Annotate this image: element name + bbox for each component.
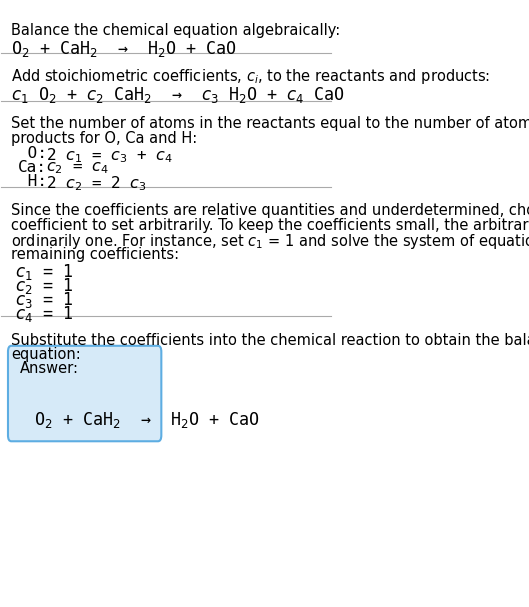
Text: $c_4$ = 1: $c_4$ = 1	[15, 304, 72, 324]
Text: Substitute the coefficients into the chemical reaction to obtain the balanced: Substitute the coefficients into the che…	[11, 333, 529, 347]
Text: coefficient to set arbitrarily. To keep the coefficients small, the arbitrary va: coefficient to set arbitrarily. To keep …	[11, 218, 529, 232]
Text: 2 $c_2$ = 2 $c_3$: 2 $c_2$ = 2 $c_3$	[46, 174, 147, 193]
Text: 2 $c_1$ = $c_3$ + $c_4$: 2 $c_1$ = $c_3$ + $c_4$	[46, 146, 173, 165]
Text: products for O, Ca and H:: products for O, Ca and H:	[11, 131, 197, 146]
Text: $c_3$ = 1: $c_3$ = 1	[15, 290, 72, 310]
Text: O$_2$ + CaH$_2$  →  H$_2$O + CaO: O$_2$ + CaH$_2$ → H$_2$O + CaO	[11, 39, 237, 59]
Text: Since the coefficients are relative quantities and underdetermined, choose a: Since the coefficients are relative quan…	[11, 203, 529, 218]
Text: $c_1$ O$_2$ + $c_2$ CaH$_2$  →  $c_3$ H$_2$O + $c_4$ CaO: $c_1$ O$_2$ + $c_2$ CaH$_2$ → $c_3$ H$_2…	[11, 85, 345, 105]
Text: $c_2$ = 1: $c_2$ = 1	[15, 276, 72, 296]
Text: O:: O:	[18, 146, 47, 161]
Text: Add stoichiometric coefficients, $c_i$, to the reactants and products:: Add stoichiometric coefficients, $c_i$, …	[11, 67, 490, 86]
Text: Answer:: Answer:	[20, 361, 78, 376]
FancyBboxPatch shape	[8, 346, 161, 441]
Text: H:: H:	[18, 174, 47, 189]
Text: equation:: equation:	[11, 347, 81, 362]
Text: Ca:: Ca:	[18, 160, 47, 175]
Text: Balance the chemical equation algebraically:: Balance the chemical equation algebraica…	[11, 22, 341, 38]
Text: $c_1$ = 1: $c_1$ = 1	[15, 262, 72, 282]
Text: remaining coefficients:: remaining coefficients:	[11, 246, 179, 262]
Text: O$_2$ + CaH$_2$  →  H$_2$O + CaO: O$_2$ + CaH$_2$ → H$_2$O + CaO	[34, 410, 260, 430]
Text: $c_2$ = $c_4$: $c_2$ = $c_4$	[46, 160, 108, 176]
Text: ordinarily one. For instance, set $c_1$ = 1 and solve the system of equations fo: ordinarily one. For instance, set $c_1$ …	[11, 232, 529, 251]
Text: Set the number of atoms in the reactants equal to the number of atoms in the: Set the number of atoms in the reactants…	[11, 116, 529, 131]
